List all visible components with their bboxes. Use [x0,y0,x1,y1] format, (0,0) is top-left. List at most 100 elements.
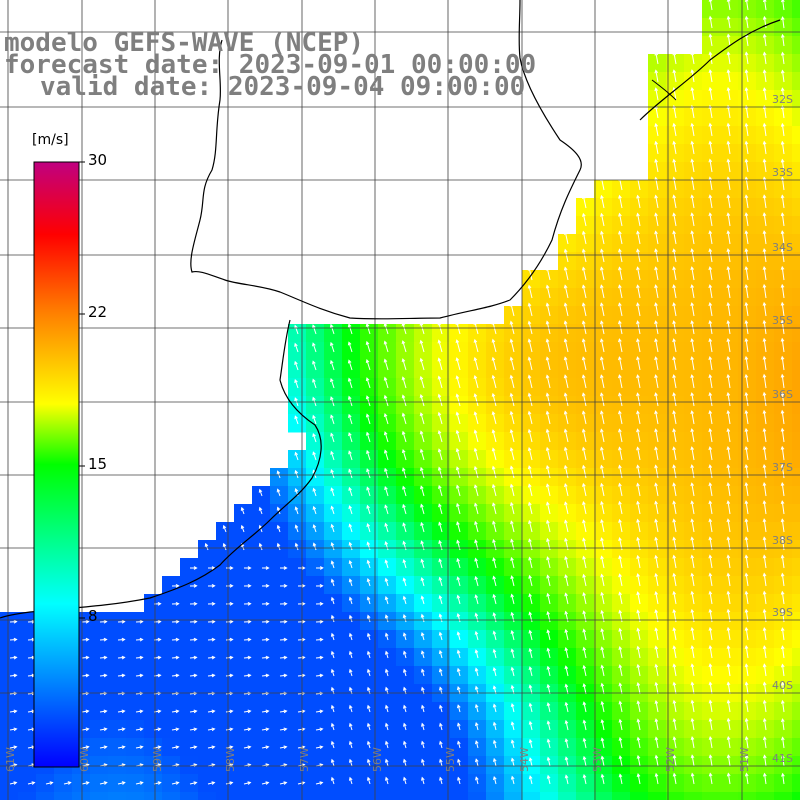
wind-arrow-head [283,619,288,624]
wind-arrow-head [672,428,676,433]
wind-arrow [186,200,191,209]
wind-arrow-head [762,663,767,668]
ocean-cell [792,774,800,793]
ocean-cell [576,630,595,649]
wind-arrow-head [690,572,695,577]
wind-arrow-head [545,374,550,379]
ocean-cell [684,144,703,163]
wind-arrow [781,573,785,587]
wind-arrow [727,34,731,47]
wind-arrow-head [654,248,658,253]
wind-arrow [135,728,143,731]
wind-arrow [366,468,371,479]
wind-arrow [583,665,587,677]
wind-arrow [261,638,269,641]
wind-arrow-head [726,772,731,777]
wind-arrow-head [301,709,306,714]
ocean-cell [756,198,775,217]
wind-arrow-head [780,681,785,686]
wind-arrow [366,432,371,443]
ocean-cell [774,306,793,325]
wind-arrow [727,123,731,137]
ocean-cell [108,720,127,739]
ocean-cell [792,666,800,685]
wind-arrow-head [708,518,713,523]
wind-arrow-head [636,230,640,235]
ocean-cell [738,648,757,667]
wind-arrow-head [726,337,731,342]
wind-arrow [186,218,191,227]
wind-arrow-head [491,356,496,361]
wind-arrow-head [527,410,532,415]
ocean-cell [108,756,127,775]
wind-arrow-head [781,754,785,759]
forecast-date: forecast date: 2023-09-01 00:00:00 [4,50,537,80]
wind-arrow-head [690,104,695,109]
wind-arrow-head [401,322,406,327]
wind-arrow [745,34,749,47]
wind-arrow-head [744,248,749,253]
wind-arrow [673,141,677,155]
ocean-cell [702,756,721,775]
wind-arrow-head [581,320,586,325]
wind-arrow-head [265,601,270,606]
ocean-cell [702,162,721,181]
lat-label: 34S [772,241,793,254]
ocean-cell [666,198,685,217]
wind-arrow-head [510,575,514,580]
wind-arrow-head [690,663,695,668]
wind-arrow-head [780,337,785,342]
ocean-cell [414,522,433,541]
ocean-cell [702,378,721,397]
wind-arrow [565,647,569,659]
ocean-cell [648,414,667,433]
ocean-cell [576,450,595,469]
wind-arrow [709,501,713,515]
ocean-cell [90,666,109,685]
ocean-cell [594,612,613,631]
ocean-cell [648,162,667,181]
ocean-cell [162,774,181,793]
wind-arrow-head [186,217,190,222]
wind-arrow [618,231,623,245]
ocean-cell [792,738,800,757]
ocean-cell [756,108,775,127]
wind-arrow [297,656,305,659]
wind-arrow-head [708,572,713,577]
wind-arrow-head [600,519,604,524]
wind-arrow-head [654,699,659,704]
ocean-cell [666,450,685,469]
ocean-cell [396,630,415,649]
ocean-cell [252,576,271,595]
wind-arrow [349,542,353,551]
wind-arrow [117,710,125,713]
ocean-cell [18,648,37,667]
wind-arrow [312,470,317,479]
ocean-cell [756,540,775,559]
wind-arrow [691,447,695,461]
wind-arrow [492,558,497,569]
wind-arrow-head [229,727,234,732]
wind-arrow [763,374,767,389]
wind-arrow [171,782,179,785]
ocean-cell [0,720,19,739]
wind-arrow-head [492,612,497,617]
wind-arrow-head [726,391,731,396]
wind-arrow [673,501,677,515]
ocean-cell [612,360,631,379]
ocean-cell [612,450,631,469]
ocean-cell [432,504,451,523]
ocean-cell [684,630,703,649]
wind-arrow [349,597,353,605]
wind-arrow [349,524,353,533]
lat-label: 36S [772,388,793,401]
ocean-cell [630,486,649,505]
ocean-cell [198,666,217,685]
ocean-cell [576,594,595,613]
wind-arrow [727,773,731,785]
wind-arrow [691,773,695,785]
wind-arrow [456,540,461,551]
wind-arrow-head [186,272,190,277]
ocean-cell [594,414,613,433]
